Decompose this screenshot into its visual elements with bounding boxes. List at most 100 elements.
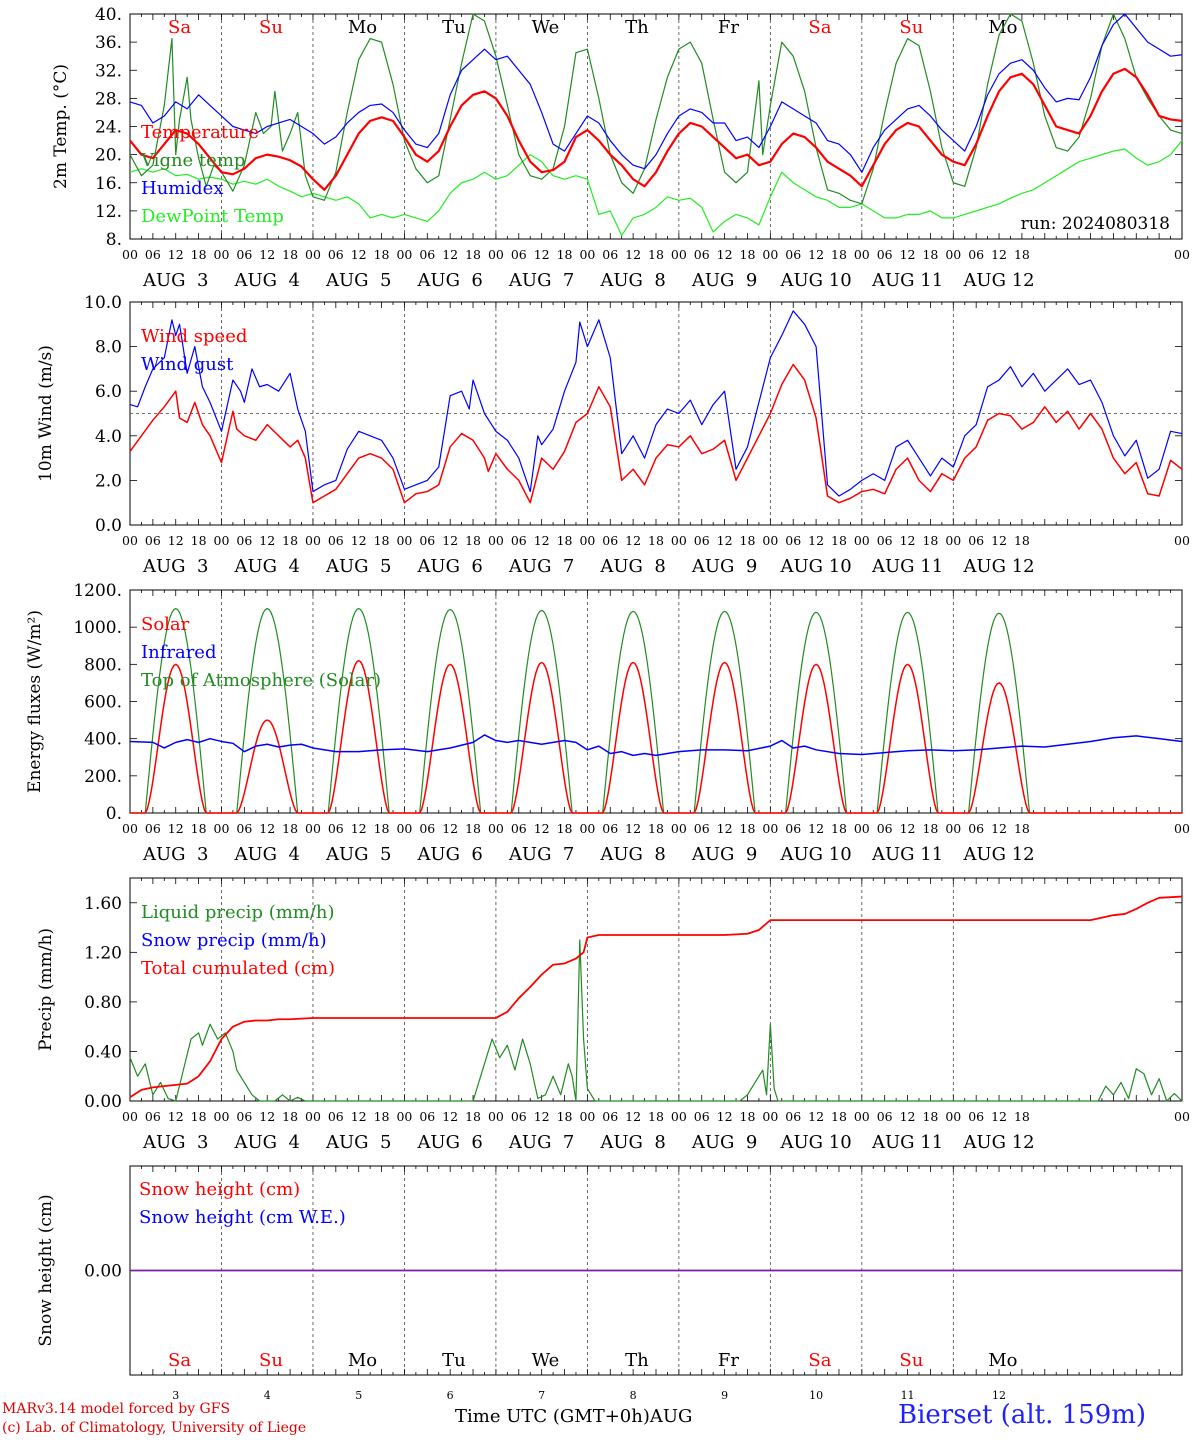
x-day-number: 7 [538,1389,545,1402]
x-date-label: AUG 12 [962,556,1034,577]
x-hour-label: 06 [511,533,527,548]
legend-entry: Wind speed [141,326,247,347]
x-hour-label: 00 [122,247,138,262]
x-hour-label: 00 [671,1109,687,1124]
x-hour-label: 00 [579,821,595,836]
y-tick-label: 0.00 [84,1262,122,1282]
y-tick-label: 0. [106,804,122,824]
x-hour-label: 06 [694,821,710,836]
x-hour-label: 00 [488,533,504,548]
weekday-label: Sa [168,1350,191,1371]
x-date-label: AUG 5 [325,270,391,291]
y-axis-title: Energy fluxes (W/m²) [25,610,45,793]
x-hour-label: 00 [122,533,138,548]
y-tick-label: 600. [84,693,122,713]
x-hour-label: 12 [991,247,1007,262]
x-hour-label: 00 [214,533,230,548]
x-hour-label: 00 [945,247,961,262]
x-hour-label: 00 [488,247,504,262]
y-tick-label: 10.0 [84,293,122,313]
x-hour-label: 18 [374,247,390,262]
x-hour-label: 00 [214,821,230,836]
x-hour-label: 12 [442,247,458,262]
x-hour-label: 18 [465,247,481,262]
x-hour-label: 06 [694,533,710,548]
x-hour-label: 06 [419,821,435,836]
panel-2: 10.0 8.0 6.0 4.0 2.0 0.0 10m Wind (m/s) 00 06 12 1… [36,293,1190,577]
x-hour-label: 12 [259,1109,275,1124]
y-tick-label: 16. [95,174,122,194]
x-hour-label: 18 [922,533,938,548]
x-hour-label: 06 [968,1109,984,1124]
station-label: Bierset (alt. 159m) [898,1400,1147,1430]
x-hour-label: 18 [465,821,481,836]
x-hour-label: 12 [168,247,184,262]
legend-entry: Temperature [141,122,259,143]
x-date-label: AUG 6 [416,1132,482,1153]
x-date-label: AUG 7 [508,556,574,577]
legend-entry: Total cumulated (cm) [141,958,335,979]
y-tick-label: 40. [95,5,122,25]
x-hour-label: 18 [282,533,298,548]
weekday-label: Su [899,1350,923,1371]
model-credit: MARv3.14 model forced by GFS [2,1401,231,1417]
y-tick-label: 20. [95,146,122,166]
series-humidex [129,13,1183,173]
x-hour-label: 12 [351,533,367,548]
x-hour-label: 06 [145,247,161,262]
weekday-label: We [532,1350,560,1371]
x-date-label: AUG 3 [142,1132,208,1153]
weekday-label: Tu [442,17,466,38]
x-hour-label: 00 [122,821,138,836]
x-day-number: 5 [355,1389,362,1402]
x-hour-label: 18 [740,821,756,836]
x-hour-label: 06 [785,821,801,836]
x-date-label: AUG 12 [962,844,1034,865]
x-date-label: AUG 9 [691,1132,757,1153]
y-tick-label: 2.0 [95,471,122,491]
weekday-label: Su [259,1350,283,1371]
y-axis-title: Snow height (cm) [36,1194,56,1346]
series-vigne-temp [129,13,1183,205]
x-date-label: AUG 12 [962,1132,1034,1153]
x-hour-label: 06 [236,1109,252,1124]
x-hour-label: 12 [168,533,184,548]
x-hour-label: 00 [214,247,230,262]
x-hour-label: 06 [419,533,435,548]
x-hour-label: 12 [991,533,1007,548]
x-hour-label: 18 [1014,533,1030,548]
x-hour-label: 18 [191,1109,207,1124]
x-date-label: AUG 3 [142,844,208,865]
x-hour-label: 06 [145,533,161,548]
x-hour-label: 00 [305,533,321,548]
x-hour-label: 12 [625,1109,641,1124]
x-hour-label: 12 [808,821,824,836]
panel-4: 1.60 1.20 0.80 0.40 0.00 Precip (mm/h) 00 06 12 1… [36,877,1190,1153]
x-hour-label: 18 [922,1109,938,1124]
x-hour-label: 12 [900,247,916,262]
x-hour-label: 12 [442,1109,458,1124]
x-hour-label: 18 [191,247,207,262]
weekday-label: We [532,17,560,38]
y-tick-label: 8.0 [95,338,122,358]
x-hour-label: 12 [717,533,733,548]
x-hour-label: 12 [168,821,184,836]
x-hour-label: 06 [877,1109,893,1124]
legend-entry: Top of Atmosphere (Solar) [141,670,381,691]
x-date-label: AUG 4 [233,556,299,577]
y-tick-label: 4.0 [95,427,122,447]
x-date-label: AUG 8 [599,1132,665,1153]
lab-credit: (c) Lab. of Climatology, University of L… [2,1420,307,1436]
y-tick-label: 28. [95,89,122,109]
x-date-label: AUG 6 [416,270,482,291]
x-date-label: AUG 9 [691,270,757,291]
x-hour-label: 00 [214,1109,230,1124]
x-hour-label: 18 [831,533,847,548]
x-date-label: AUG 7 [508,270,574,291]
x-hour-label: 00 [945,821,961,836]
x-hour-label: 18 [557,247,573,262]
weekday-label: Su [899,17,923,38]
x-hour-label: 00 [579,1109,595,1124]
x-hour-label: 00 [305,1109,321,1124]
x-hour-label: 12 [351,247,367,262]
